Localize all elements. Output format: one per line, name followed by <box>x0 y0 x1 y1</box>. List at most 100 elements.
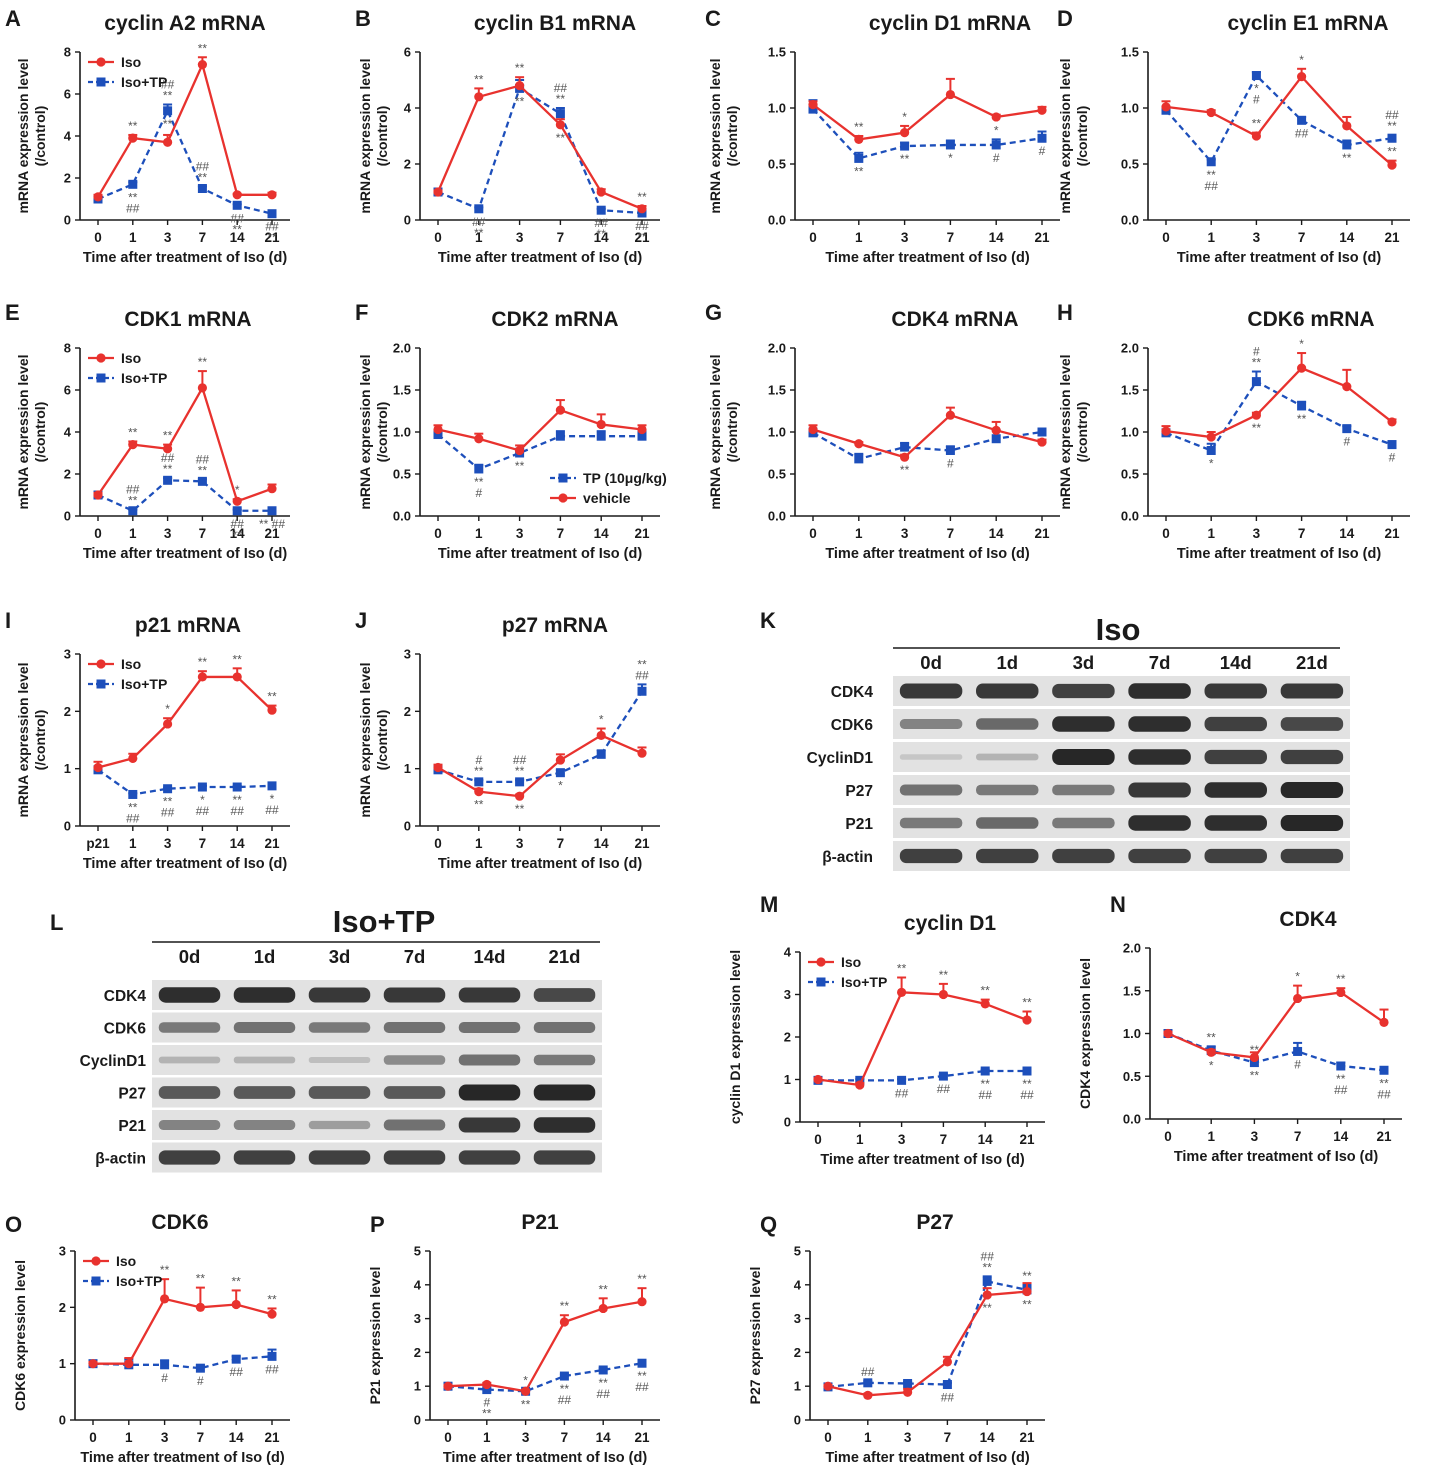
data-point <box>1037 437 1047 447</box>
significance-mark: ## <box>941 1391 955 1405</box>
significance-mark: # <box>475 486 482 500</box>
data-point <box>863 1378 873 1388</box>
significance-mark: * <box>948 151 953 165</box>
significance-mark: ## <box>979 1088 993 1102</box>
data-point <box>474 777 484 787</box>
significance-mark: ## <box>981 1249 995 1263</box>
y-axis-label: (/control) <box>32 106 48 167</box>
y-axis-label: CDK4 expression level <box>1077 958 1093 1109</box>
series-iso: ***** <box>433 713 647 816</box>
x-tick-label: 3 <box>164 526 172 541</box>
significance-mark: ** <box>981 1077 991 1091</box>
y-tick-label: 0.0 <box>768 509 786 524</box>
significance-mark: ## <box>161 78 175 92</box>
data-point <box>938 1071 948 1081</box>
blot-row-label: P21 <box>118 1118 146 1135</box>
data-point <box>596 187 606 197</box>
x-tick-label: 1 <box>864 1430 872 1445</box>
data-point <box>938 989 949 1000</box>
panel-h: 0.0 0.5 1.0 1.5 2.0 0 1 3 7 14 21 CDK6 mRNA Time aft… <box>1057 308 1410 562</box>
blot-band <box>158 987 221 1003</box>
data-point <box>945 89 956 100</box>
blot-band <box>233 1056 296 1064</box>
significance-mark: ** <box>637 1272 647 1286</box>
series-iso-tp: #**##*****## <box>433 657 649 793</box>
blot-band <box>533 1084 596 1101</box>
x-tick-label: 7 <box>561 1430 569 1445</box>
x-tick-label: 1 <box>129 230 137 245</box>
y-tick-label: 1 <box>59 1356 66 1371</box>
data-point <box>128 789 138 799</box>
significance-mark: ** <box>1250 1069 1260 1083</box>
significance-mark: ** <box>233 528 243 542</box>
panel-letter: J <box>355 608 367 633</box>
legend-marker <box>91 1276 101 1286</box>
x-tick-label: 3 <box>1253 230 1261 245</box>
data-point <box>515 81 525 91</box>
x-tick-label: 7 <box>197 1430 205 1445</box>
data-point <box>900 452 910 462</box>
y-tick-label: 6 <box>64 383 71 398</box>
blot-strip <box>893 808 1350 838</box>
y-tick-label: 3 <box>59 1244 66 1259</box>
series-line <box>1165 366 1393 439</box>
data-point <box>1206 157 1216 167</box>
y-tick-label: 0 <box>404 819 411 834</box>
chart-title: CDK6 <box>151 1211 208 1234</box>
panel-letter: N <box>1110 892 1126 917</box>
legend-label: Iso+TP <box>116 1273 162 1289</box>
x-tick-label: 3 <box>161 1430 169 1445</box>
x-tick-label: 14 <box>230 836 246 851</box>
lane-label: 14d <box>1220 652 1252 673</box>
x-tick-label: 14 <box>978 1132 994 1147</box>
y-tick-label: 0.5 <box>1123 1069 1141 1084</box>
data-point <box>267 1309 277 1319</box>
y-axis-label: (/control) <box>32 402 48 463</box>
significance-mark: ** <box>560 1299 570 1313</box>
chart-title: CDK6 mRNA <box>1247 308 1374 331</box>
y-tick-label: 1.0 <box>1121 425 1139 440</box>
panel-m: 0 1 2 3 4 0 1 3 7 14 21 cyclin D1 Time after treatme… <box>727 912 1045 1168</box>
significance-mark: ** <box>1252 117 1262 131</box>
x-tick-label: 3 <box>904 1430 912 1445</box>
significance-mark: ## <box>196 452 210 466</box>
x-tick-label: 14 <box>594 836 610 851</box>
x-tick-label: 21 <box>1384 230 1400 245</box>
x-tick-label: 21 <box>1019 1132 1035 1147</box>
y-tick-label: 0 <box>64 213 71 228</box>
data-point <box>813 1074 823 1085</box>
data-point <box>1206 1047 1216 1057</box>
y-tick-label: 3 <box>404 647 411 662</box>
x-axis-label: Time after treatment of Iso (d) <box>1177 250 1382 266</box>
blot-strip <box>152 980 602 1010</box>
y-tick-label: 1.5 <box>768 383 786 398</box>
blot-band <box>1204 815 1267 831</box>
significance-mark: ** <box>1022 1298 1032 1312</box>
lane-label: 1d <box>254 946 276 967</box>
data-point <box>637 1358 647 1368</box>
blot-row-label: β-actin <box>822 849 873 866</box>
data-point <box>128 179 138 189</box>
significance-mark: ## <box>1205 179 1219 193</box>
x-axis-label: Time after treatment of Iso (d) <box>1174 1149 1379 1165</box>
data-point <box>897 987 907 997</box>
significance-mark: ** <box>637 190 647 204</box>
significance-mark: ** <box>1250 1043 1260 1057</box>
significance-mark: ## <box>126 483 140 497</box>
significance-mark: * <box>558 779 563 793</box>
data-point <box>195 1363 205 1373</box>
blot-band <box>383 1119 446 1131</box>
blot-band <box>383 1150 446 1165</box>
lane-label: 21d <box>1296 652 1328 673</box>
significance-mark: ## <box>196 159 210 173</box>
blot-band <box>233 1086 296 1099</box>
significance-mark: ** <box>232 1274 242 1288</box>
x-tick-label: 0 <box>814 1132 822 1147</box>
data-point <box>942 1357 953 1367</box>
series-line <box>827 1280 1028 1389</box>
data-point <box>267 506 277 516</box>
blot-band <box>1204 782 1267 798</box>
significance-mark: ** <box>900 152 910 166</box>
panel-letter: A <box>5 6 21 31</box>
y-tick-label: 2 <box>784 1030 791 1045</box>
